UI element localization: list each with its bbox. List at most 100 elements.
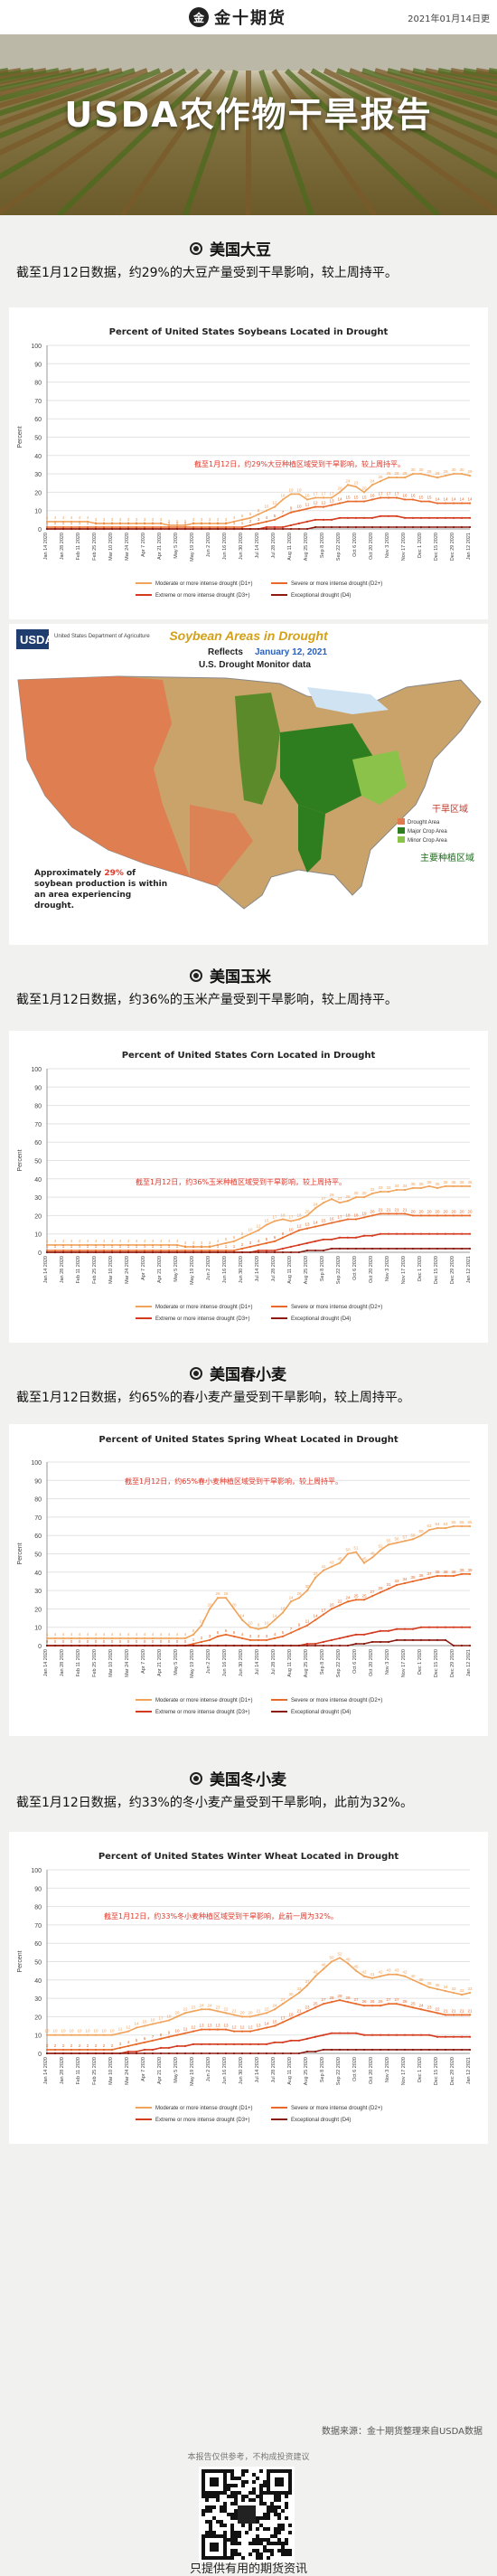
data-label: 16 [402,494,408,498]
data-label: 3 [144,517,146,522]
data-point [460,1232,464,1235]
y-tick-label: 100 [31,1460,42,1467]
y-tick-label: 60 [34,417,42,423]
data-point [167,2052,171,2055]
data-point [200,1245,203,1249]
data-label: 12 [272,501,277,505]
data-label: 5 [225,1237,228,1241]
data-point [159,1249,163,1252]
data-label: 0 [160,1639,163,1644]
data-label: 17 [313,491,318,495]
data-label: 14 [313,1614,318,1618]
data-point [395,1583,399,1587]
data-point [94,527,98,531]
data-label: 18 [296,1213,302,1217]
data-label: 14 [239,1614,245,1618]
data-label: 25 [410,2001,416,2005]
data-label: 8 [160,2033,163,2037]
data-point [240,1247,244,1250]
data-label: 4 [54,1239,57,1243]
data-label: 12 [231,2025,237,2030]
data-point [436,1574,439,1577]
data-point [346,1200,350,1203]
data-point [151,2039,155,2042]
data-label: 48 [370,1552,375,1556]
map-note: Approximately 29% of soybean production … [34,869,168,911]
data-label: 4 [70,515,73,520]
chart-panel-spring-wheat: Percent of United States Spring Wheat Lo… [9,1424,488,1736]
data-point [135,1644,138,1647]
data-label: 18 [345,1213,351,1217]
data-point [370,1595,374,1598]
data-point [240,1250,244,1254]
data-label: 2 [111,2043,114,2048]
data-point [289,511,293,514]
data-point [452,1184,455,1188]
data-point [257,2052,260,2055]
data-point [322,1569,325,1571]
data-label: 30 [418,467,424,472]
data-label: 12 [191,2025,196,2030]
data-point [468,2035,472,2038]
data-point [346,2048,350,2052]
data-point [224,525,228,529]
data-point [53,1644,57,1647]
data-label: 4 [127,1239,130,1243]
x-tick-label: May 19 2020 [190,1256,195,1285]
data-point [192,2030,195,2033]
data-point [419,1214,423,1217]
data-label: 3 [266,1634,268,1638]
data-label: 1 [192,1637,195,1642]
data-point [314,1642,317,1646]
usda-subtitle: United States Department of Agriculture [54,634,150,639]
qr-code[interactable] [199,2467,295,2562]
data-label: 0 [144,1639,146,1644]
data-point [468,475,472,477]
data-label: 4 [87,1632,89,1637]
data-point [379,1190,382,1194]
data-point [297,1991,301,1995]
data-point [118,1250,122,1254]
data-point [118,1243,122,1246]
data-point [143,2024,146,2027]
x-tick-label: Jan 14 2020 [43,533,49,560]
data-point [240,2052,244,2055]
data-point [273,1250,277,1254]
data-label: 1 [160,1244,163,1249]
data-label: 19 [288,487,294,492]
x-tick-label: Jan 14 2020 [43,1256,49,1283]
data-point [265,1241,268,1244]
data-point [53,520,57,523]
chart-winter-wheat: 0 10 20 30 40 50 60 70 80 90 100 Percent Jan 14 2020… [17,1868,473,2123]
data-label: 20 [337,486,342,490]
data-label: 4 [111,1632,114,1637]
x-tick-label: Mar 10 2020 [108,1649,114,1677]
data-point [346,516,350,519]
data-point [208,1249,211,1252]
legend-label: Moderate or more intense drought (D1+) [155,581,253,587]
data-label: 1 [127,521,130,525]
data-point [314,1207,317,1210]
data-label: 4 [62,1239,65,1243]
legend-label: Severe or more intense drought (D2+) [291,1698,382,1703]
data-label: 17 [280,2015,286,2020]
data-point [102,1644,106,1647]
data-point [370,1192,374,1195]
data-point [346,525,350,529]
data-label: 4 [62,515,65,520]
data-label: 52 [337,1951,342,1956]
data-label: 13 [256,2024,261,2028]
data-point [419,516,423,519]
data-point [175,527,179,531]
data-label: 4 [54,1632,57,1637]
data-point [330,1608,333,1610]
data-point [395,1188,399,1192]
data-label: 0 [184,1639,187,1644]
data-label: 57 [402,1534,408,1539]
data-point [135,2050,138,2053]
y-tick-label: 60 [34,1533,42,1540]
data-point [94,522,98,525]
data-point [305,1642,309,1646]
data-label: 3 [152,517,155,522]
data-point [297,1597,301,1599]
